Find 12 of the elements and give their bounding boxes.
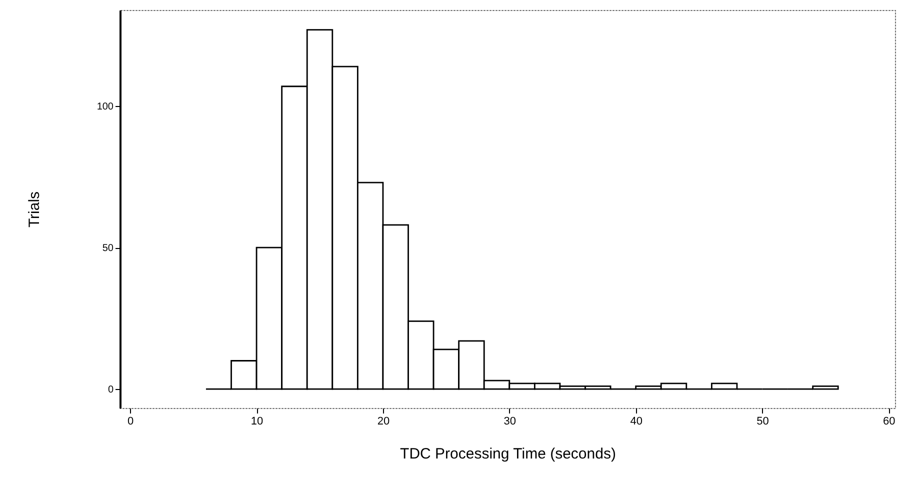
y-tick-label: 0 <box>108 384 114 396</box>
x-tick-label: 0 <box>128 416 134 428</box>
y-tick-label: 100 <box>96 102 114 113</box>
x-tick-label: 60 <box>883 416 896 428</box>
y-axis-title: Trials <box>26 191 43 228</box>
x-axis-title: TDC Processing Time (seconds) <box>400 446 616 462</box>
x-tick-label: 30 <box>504 416 516 428</box>
x-tick-label: 10 <box>250 416 264 428</box>
y-tick-label: 50 <box>102 243 114 254</box>
x-tick-label: 40 <box>630 416 642 428</box>
x-tick-label: 50 <box>756 416 769 428</box>
x-tick-label: 20 <box>377 416 390 428</box>
